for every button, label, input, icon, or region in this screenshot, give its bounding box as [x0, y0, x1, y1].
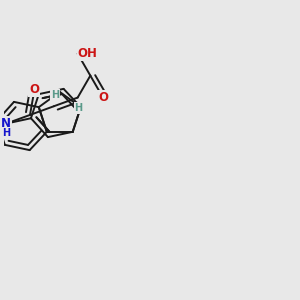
Text: H: H	[74, 103, 83, 113]
Text: N: N	[1, 117, 11, 130]
Text: H: H	[2, 128, 10, 138]
Text: OH: OH	[78, 47, 98, 60]
Text: O: O	[98, 91, 108, 104]
Text: H: H	[51, 90, 59, 100]
Text: O: O	[29, 83, 39, 97]
